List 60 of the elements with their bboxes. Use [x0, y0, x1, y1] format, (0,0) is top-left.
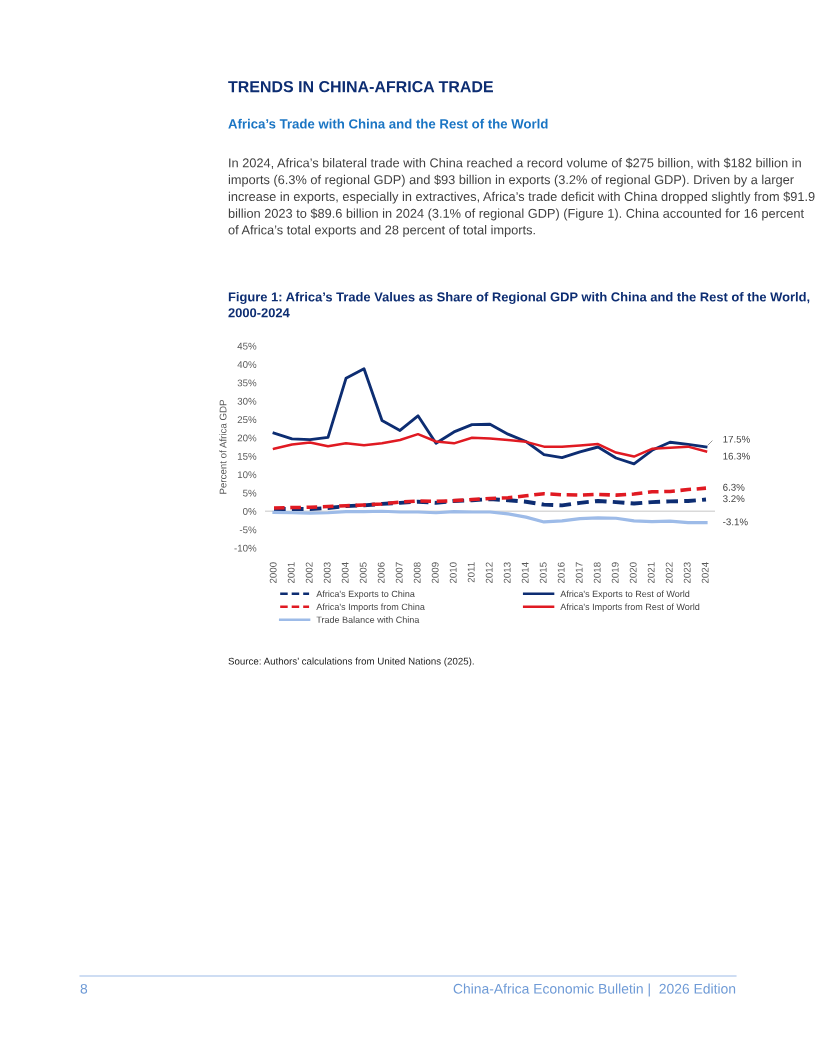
- y-tick-label: 35%: [237, 379, 257, 387]
- x-tick-label: 2021: [647, 562, 655, 584]
- x-tick-label: 2014: [521, 562, 529, 584]
- annotation: 3.2%: [723, 495, 745, 503]
- y-axis-title: Percent of Africa GDP: [219, 399, 227, 494]
- source-note: Source: Authors’ calculations from United Nations (2025).: [228, 657, 474, 667]
- y-tick-label: 0%: [242, 508, 257, 515]
- x-tick-label: 2024: [701, 562, 709, 584]
- x-tick-label: 2003: [323, 562, 331, 584]
- x-tick-label: 2010: [449, 562, 457, 584]
- chart-title: Figure 1: Africa’s Trade Values as Share of Regional GDP with China and the Rest of the World, 2000-2024: [228, 292, 810, 318]
- line-series: [272, 497, 708, 512]
- annotation: -3.1%: [723, 518, 748, 526]
- x-tick-label: 2023: [683, 562, 691, 584]
- legend-label: Trade Balance with China: [316, 616, 420, 623]
- text: Africa’s Trade with China and the Rest of the World: [228, 118, 548, 129]
- x-tick-label: 2005: [359, 562, 367, 584]
- x-tick-label: 2007: [395, 562, 403, 584]
- x-tick-label: 2017: [575, 562, 583, 584]
- line-series: [272, 509, 708, 525]
- y-tick-label: -5%: [239, 526, 257, 534]
- x-tick-label: 2019: [611, 562, 619, 584]
- x-tick-label: 2009: [431, 562, 439, 584]
- y-tick-label: -10%: [234, 544, 257, 552]
- line-series: [272, 432, 708, 458]
- text: 8: [80, 983, 88, 994]
- legend-label: Africa's Imports from China: [316, 603, 425, 612]
- y-tick-label: 5%: [243, 489, 257, 497]
- y-tick-label: 20%: [237, 434, 257, 442]
- x-tick-label: 2001: [287, 562, 295, 584]
- text: TRENDS IN CHINA-AFRICA TRADE: [228, 80, 493, 93]
- y-tick-label: 40%: [237, 361, 257, 368]
- x-tick-label: 2013: [503, 562, 511, 584]
- x-tick-label: 2016: [557, 562, 565, 584]
- annotation: 6.3%: [723, 483, 745, 491]
- x-tick-label: 2006: [377, 562, 385, 584]
- x-tick-label: 2002: [305, 562, 313, 584]
- y-tick-label: 25%: [237, 416, 257, 424]
- text: China-Africa Economic Bulletin | 2026 Edition: [453, 983, 736, 997]
- x-tick-label: 2015: [539, 562, 547, 584]
- x-tick-label: 2018: [593, 562, 601, 584]
- x-tick-label: 2000: [269, 562, 277, 584]
- x-tick-label: 2011: [467, 562, 475, 583]
- legend-label: Africa's Imports from Rest of World: [560, 603, 700, 612]
- x-tick-label: 2020: [629, 562, 637, 584]
- y-tick-label: 45%: [237, 342, 257, 350]
- legend-label: Africa's Exports to Rest of World: [560, 590, 690, 599]
- x-tick-label: 2008: [413, 562, 421, 584]
- x-tick-label: 2022: [665, 562, 673, 584]
- y-tick-label: 15%: [237, 452, 257, 460]
- y-tick-label: 30%: [237, 397, 257, 405]
- x-tick-label: 2004: [341, 562, 349, 584]
- line-series: [272, 367, 708, 466]
- x-tick-label: 2012: [485, 562, 493, 584]
- line-series: [272, 486, 708, 510]
- legend-label: Africa's Exports to China: [316, 590, 415, 599]
- text: In 2024, Africa’s bilateral trade with China reached a record volume of $275 billion, with $182 billion in imports (6.3% of regional GDP) and $93 billion in exports (3.2% of regional GDP). Driven by a larger increase in exports, especially in extractives, Africa’s trade deficit with China dropped slightly from $91.9 billion 2023 to $89.6 billion in 2024 (3.1% of regional GDP) (Figure 1). China accounted for 16 percent of Africa’s total exports and 28 percent of total imports.: [228, 157, 815, 237]
- annotation: 16.3%: [723, 452, 750, 460]
- y-tick-label: 10%: [237, 471, 257, 479]
- annotation: 17.5%: [723, 435, 750, 443]
